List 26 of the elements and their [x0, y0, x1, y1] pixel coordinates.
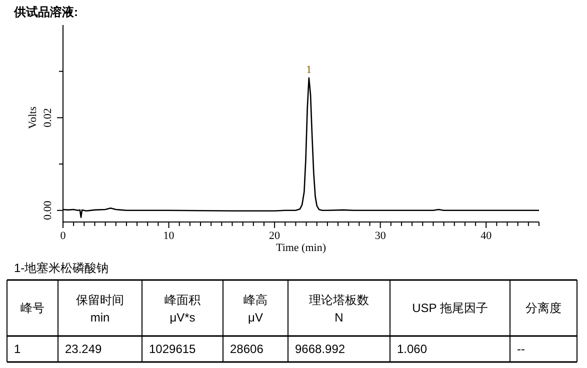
text: 28606 [230, 342, 264, 356]
text: USP 拖尾因子 [412, 301, 488, 315]
text: 分离度 [526, 301, 562, 315]
text: 1029615 [149, 342, 196, 356]
y-tick-label: 0.02 [42, 108, 54, 128]
text: 1.060 [397, 342, 428, 356]
x-tick-label: 10 [163, 230, 175, 242]
x-tick-label: 20 [269, 230, 281, 242]
y-tick-label: 0.00 [42, 200, 54, 220]
x-tick-label: 30 [374, 230, 386, 242]
x-tick-label: 0 [60, 230, 66, 242]
text: 23.249 [65, 342, 102, 356]
text: 9668.992 [295, 342, 346, 356]
text: 理论塔板数 N [309, 293, 369, 324]
text: 保留时间 min [76, 293, 124, 324]
text: 峰高 μV [244, 293, 268, 324]
text: 1 [14, 342, 21, 356]
y-axis-title: Volts [27, 106, 39, 129]
chart-title: 供试品溶液: [13, 5, 78, 19]
annotation: 1 [306, 64, 312, 76]
x-axis-title: Time (min) [276, 242, 326, 254]
text: -- [517, 342, 525, 356]
text: 峰面积 μV*s [164, 293, 200, 324]
text: 1-地塞米松磷酸钠 [14, 261, 109, 275]
text: 峰号 [20, 301, 44, 315]
x-tick-label: 40 [480, 230, 492, 242]
